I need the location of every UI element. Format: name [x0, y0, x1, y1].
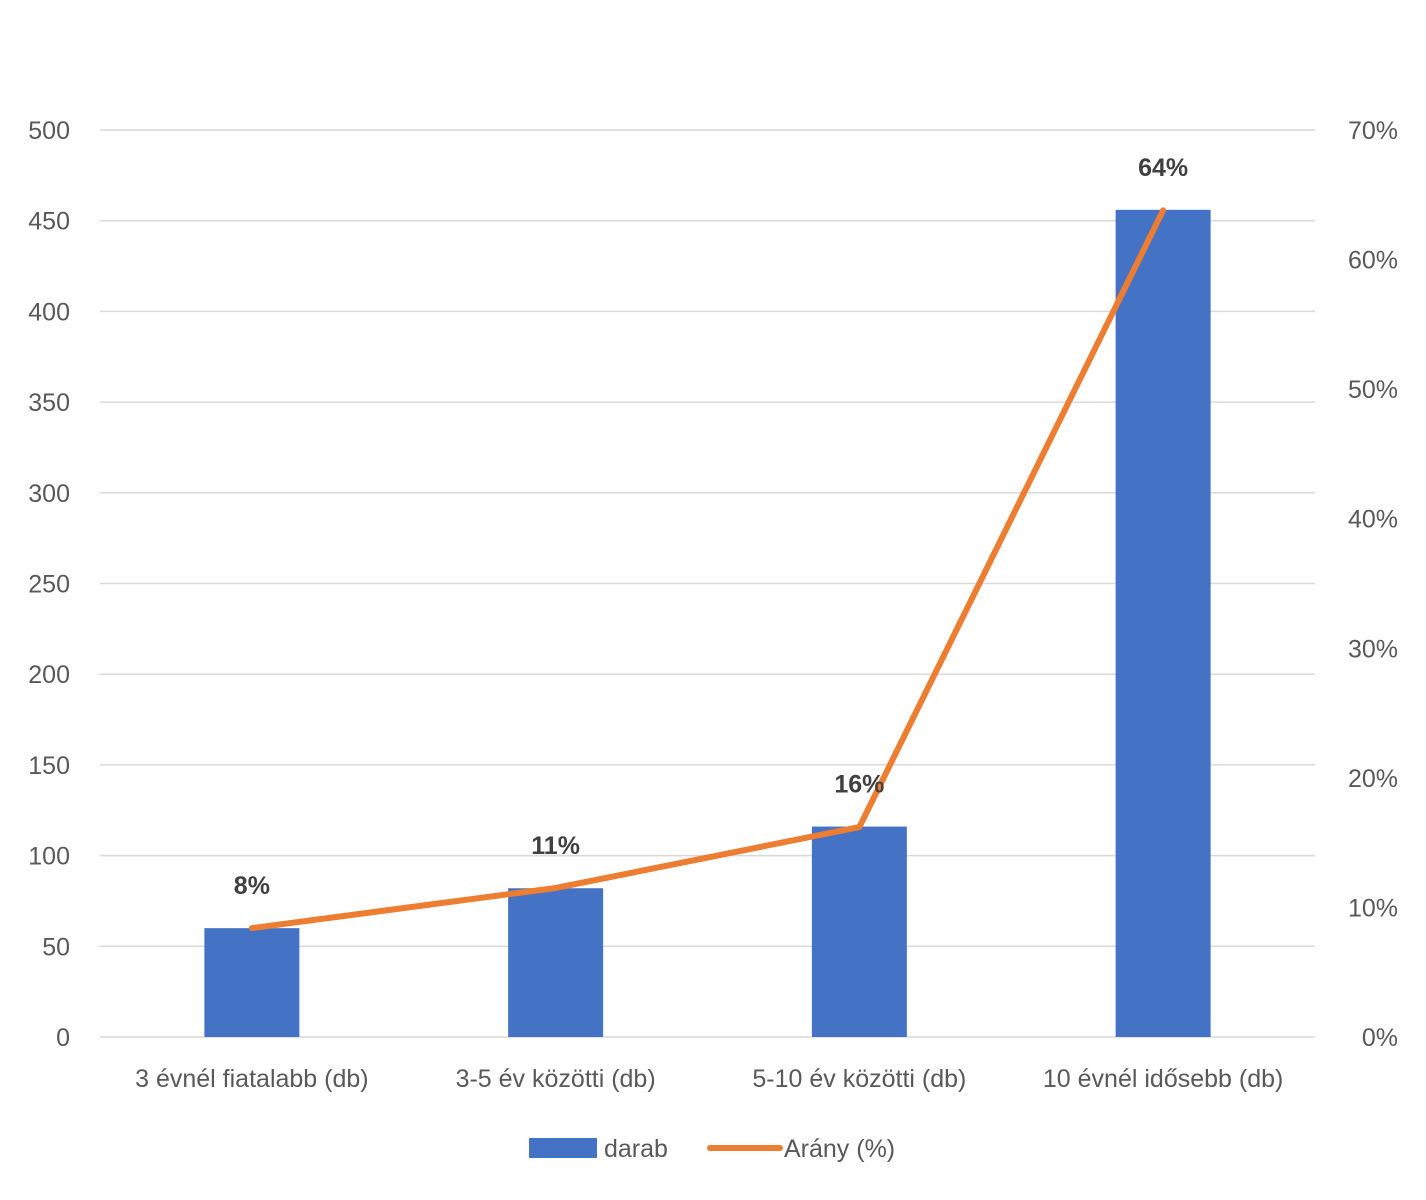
right-tick-label: 0% [1362, 1024, 1398, 1052]
legend-item-bar: darab [529, 1135, 668, 1163]
right-tick-label: 20% [1348, 765, 1398, 793]
category-label: 3-5 év közötti (db) [456, 1065, 656, 1093]
left-tick-label: 450 [28, 208, 70, 236]
left-tick-label: 500 [28, 117, 70, 145]
left-tick-label: 400 [28, 298, 70, 326]
right-tick-label: 40% [1348, 506, 1398, 534]
gridlines [100, 129, 1315, 1038]
left-tick-label: 100 [28, 843, 70, 871]
category-label: 3 évnél fiatalabb (db) [135, 1065, 368, 1093]
data-label: 16% [834, 771, 884, 799]
bar [811, 826, 907, 1037]
left-tick-label: 150 [28, 752, 70, 780]
left-tick-label: 0 [56, 1024, 70, 1052]
legend-item-line: Arány (%) [707, 1135, 895, 1163]
left-tick-label: 300 [28, 480, 70, 508]
bar [508, 888, 604, 1037]
legend-swatch-bar [529, 1138, 597, 1158]
data-label: 11% [531, 832, 580, 860]
right-tick-label: 70% [1348, 117, 1398, 145]
line-series [248, 207, 1167, 932]
left-tick-label: 350 [28, 389, 70, 417]
data-label: 64% [1138, 154, 1188, 182]
bar-series [204, 209, 1211, 1038]
left-tick-label: 250 [28, 571, 70, 599]
left-axis: 0 50 100 150 200 250 300 350 400 450 500 [28, 117, 70, 1052]
category-axis: 3 évnél fiatalabb (db) 3-5 év közötti (db… [135, 1065, 1283, 1093]
category-label: 10 évnél idősebb (db) [1043, 1065, 1283, 1093]
right-tick-label: 30% [1348, 635, 1398, 663]
bar [204, 928, 300, 1037]
line-path [248, 207, 1167, 932]
legend-label-bar: darab [604, 1135, 668, 1163]
left-tick-label: 50 [42, 933, 70, 961]
category-label: 5-10 év közötti (db) [752, 1065, 966, 1093]
right-tick-label: 60% [1348, 247, 1398, 275]
right-tick-label: 50% [1348, 376, 1398, 404]
data-label: 8% [234, 872, 270, 900]
right-axis: 0% 10% 20% 30% 40% 50% 60% 70% [1348, 117, 1398, 1052]
left-tick-label: 200 [28, 661, 70, 689]
right-tick-label: 10% [1348, 894, 1398, 922]
legend: darab Arány (%) [529, 1135, 895, 1163]
legend-label-line: Arány (%) [784, 1135, 895, 1163]
data-labels: 8% 11% 16% 64% [234, 154, 1188, 900]
bar [1115, 209, 1211, 1038]
